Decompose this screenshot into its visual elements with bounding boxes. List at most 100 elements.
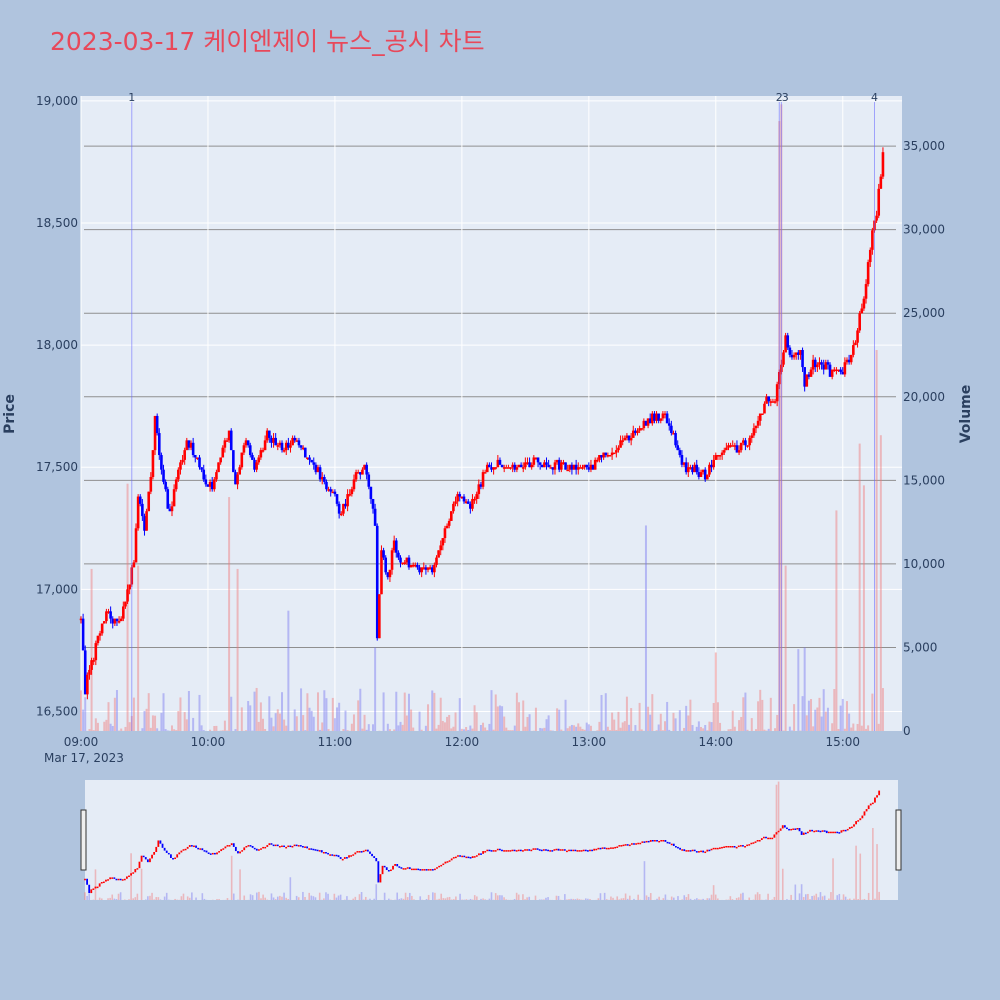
volume-bar [672, 712, 675, 731]
volume-bar [570, 724, 573, 731]
slider-volume-bar [147, 896, 149, 900]
slider-volume-bar [547, 897, 549, 900]
candle-body [388, 569, 392, 578]
slider-candle [823, 830, 826, 832]
slider-candle [222, 848, 225, 850]
slider-volume-bar [773, 896, 776, 900]
x-tick-label: 13:00 [572, 735, 607, 749]
slider-volume-bar [465, 899, 468, 900]
candle-body [469, 503, 472, 509]
slider-candle [570, 849, 573, 852]
volume-bar [568, 726, 571, 731]
slider-candle [165, 850, 168, 853]
slider-volume-bar [572, 898, 575, 900]
slider-candle [842, 829, 845, 832]
volume-bar [541, 728, 544, 731]
volume-bar [831, 723, 834, 731]
volume-bar [397, 725, 400, 731]
volume-bar [109, 723, 112, 731]
candle-body [606, 455, 610, 457]
slider-candle [312, 848, 315, 851]
slider-volume-bar [771, 899, 774, 900]
slider-volume-bar [314, 897, 317, 900]
volume-bar [160, 712, 163, 731]
slider-candle [482, 851, 485, 854]
slider-volume-bar [643, 861, 646, 900]
slider-candle [469, 857, 472, 859]
slider-candle [138, 861, 141, 869]
slider-candle [547, 849, 549, 852]
slider-volume-bar [151, 892, 153, 900]
slider-volume-bar [446, 897, 449, 900]
candle-body [172, 489, 176, 507]
slider-candle [180, 850, 183, 853]
slider-candle [586, 850, 589, 852]
slider-candle [390, 869, 392, 872]
slider-volume-bar [798, 893, 801, 900]
slider-candle [226, 845, 229, 847]
slider-volume-bar [587, 898, 589, 900]
slider-candle [788, 828, 790, 831]
slider-candle [113, 877, 116, 879]
slider-volume-bar [863, 898, 866, 900]
volume-bar [327, 729, 330, 731]
volume-bar [744, 692, 747, 731]
slider-candle [142, 855, 145, 858]
slider-candle [102, 881, 105, 884]
slider-volume-bar [396, 892, 399, 900]
candle-body [805, 374, 809, 387]
slider-candle [716, 847, 719, 850]
slider-candle [511, 849, 514, 852]
candle-body [348, 494, 352, 496]
slider-candle [528, 849, 531, 851]
slider-candle [580, 850, 583, 852]
candle-body [733, 445, 737, 447]
slider-volume-bar [716, 898, 719, 900]
slider-candle [509, 850, 512, 852]
y2-tick-label: 10,000 [903, 557, 945, 571]
range-slider-left-handle[interactable] [80, 809, 87, 871]
slider-candle [775, 832, 778, 835]
volume-bar [820, 716, 823, 731]
candle-body [784, 335, 787, 353]
slider-volume-bar [821, 896, 824, 900]
slider-volume-bar [262, 894, 264, 900]
slider-volume-bar [517, 894, 520, 900]
y-tick-label: 16,500 [36, 704, 78, 718]
slider-volume-bar [714, 894, 717, 900]
candle-body [215, 472, 218, 480]
range-slider-right-handle[interactable] [895, 809, 902, 871]
slider-volume-bar [702, 898, 704, 900]
slider-candle [354, 852, 357, 855]
volume-bar [94, 718, 97, 731]
candle-body [555, 459, 559, 463]
slider-volume-bar [323, 898, 325, 900]
candle-body [515, 467, 519, 470]
slider-volume-bar [624, 893, 627, 900]
slider-candle [413, 868, 415, 871]
candle-body [134, 528, 138, 563]
volume-bar [615, 729, 618, 731]
slider-volume-bar [432, 892, 434, 900]
slider-candle [100, 882, 103, 884]
candle-body [312, 462, 316, 465]
candle-body [183, 450, 186, 460]
slider-candle [362, 850, 365, 853]
slider-candle [496, 848, 499, 851]
candle-body [293, 437, 297, 441]
y-tick-label: 17,000 [36, 582, 78, 596]
volume-bar [278, 713, 281, 731]
volume-bar [399, 721, 402, 731]
slider-volume-bar [132, 898, 134, 900]
candle-body [807, 374, 811, 377]
slider-volume-bar [352, 898, 355, 900]
candle-body [460, 496, 464, 499]
slider-volume-bar [100, 898, 103, 900]
candle-body [141, 503, 144, 517]
slider-candle [295, 844, 298, 847]
volume-bar [687, 715, 690, 731]
candle-body [598, 455, 601, 460]
volume-bar [513, 725, 516, 731]
candle-body [507, 467, 510, 469]
candle-body [397, 552, 400, 558]
